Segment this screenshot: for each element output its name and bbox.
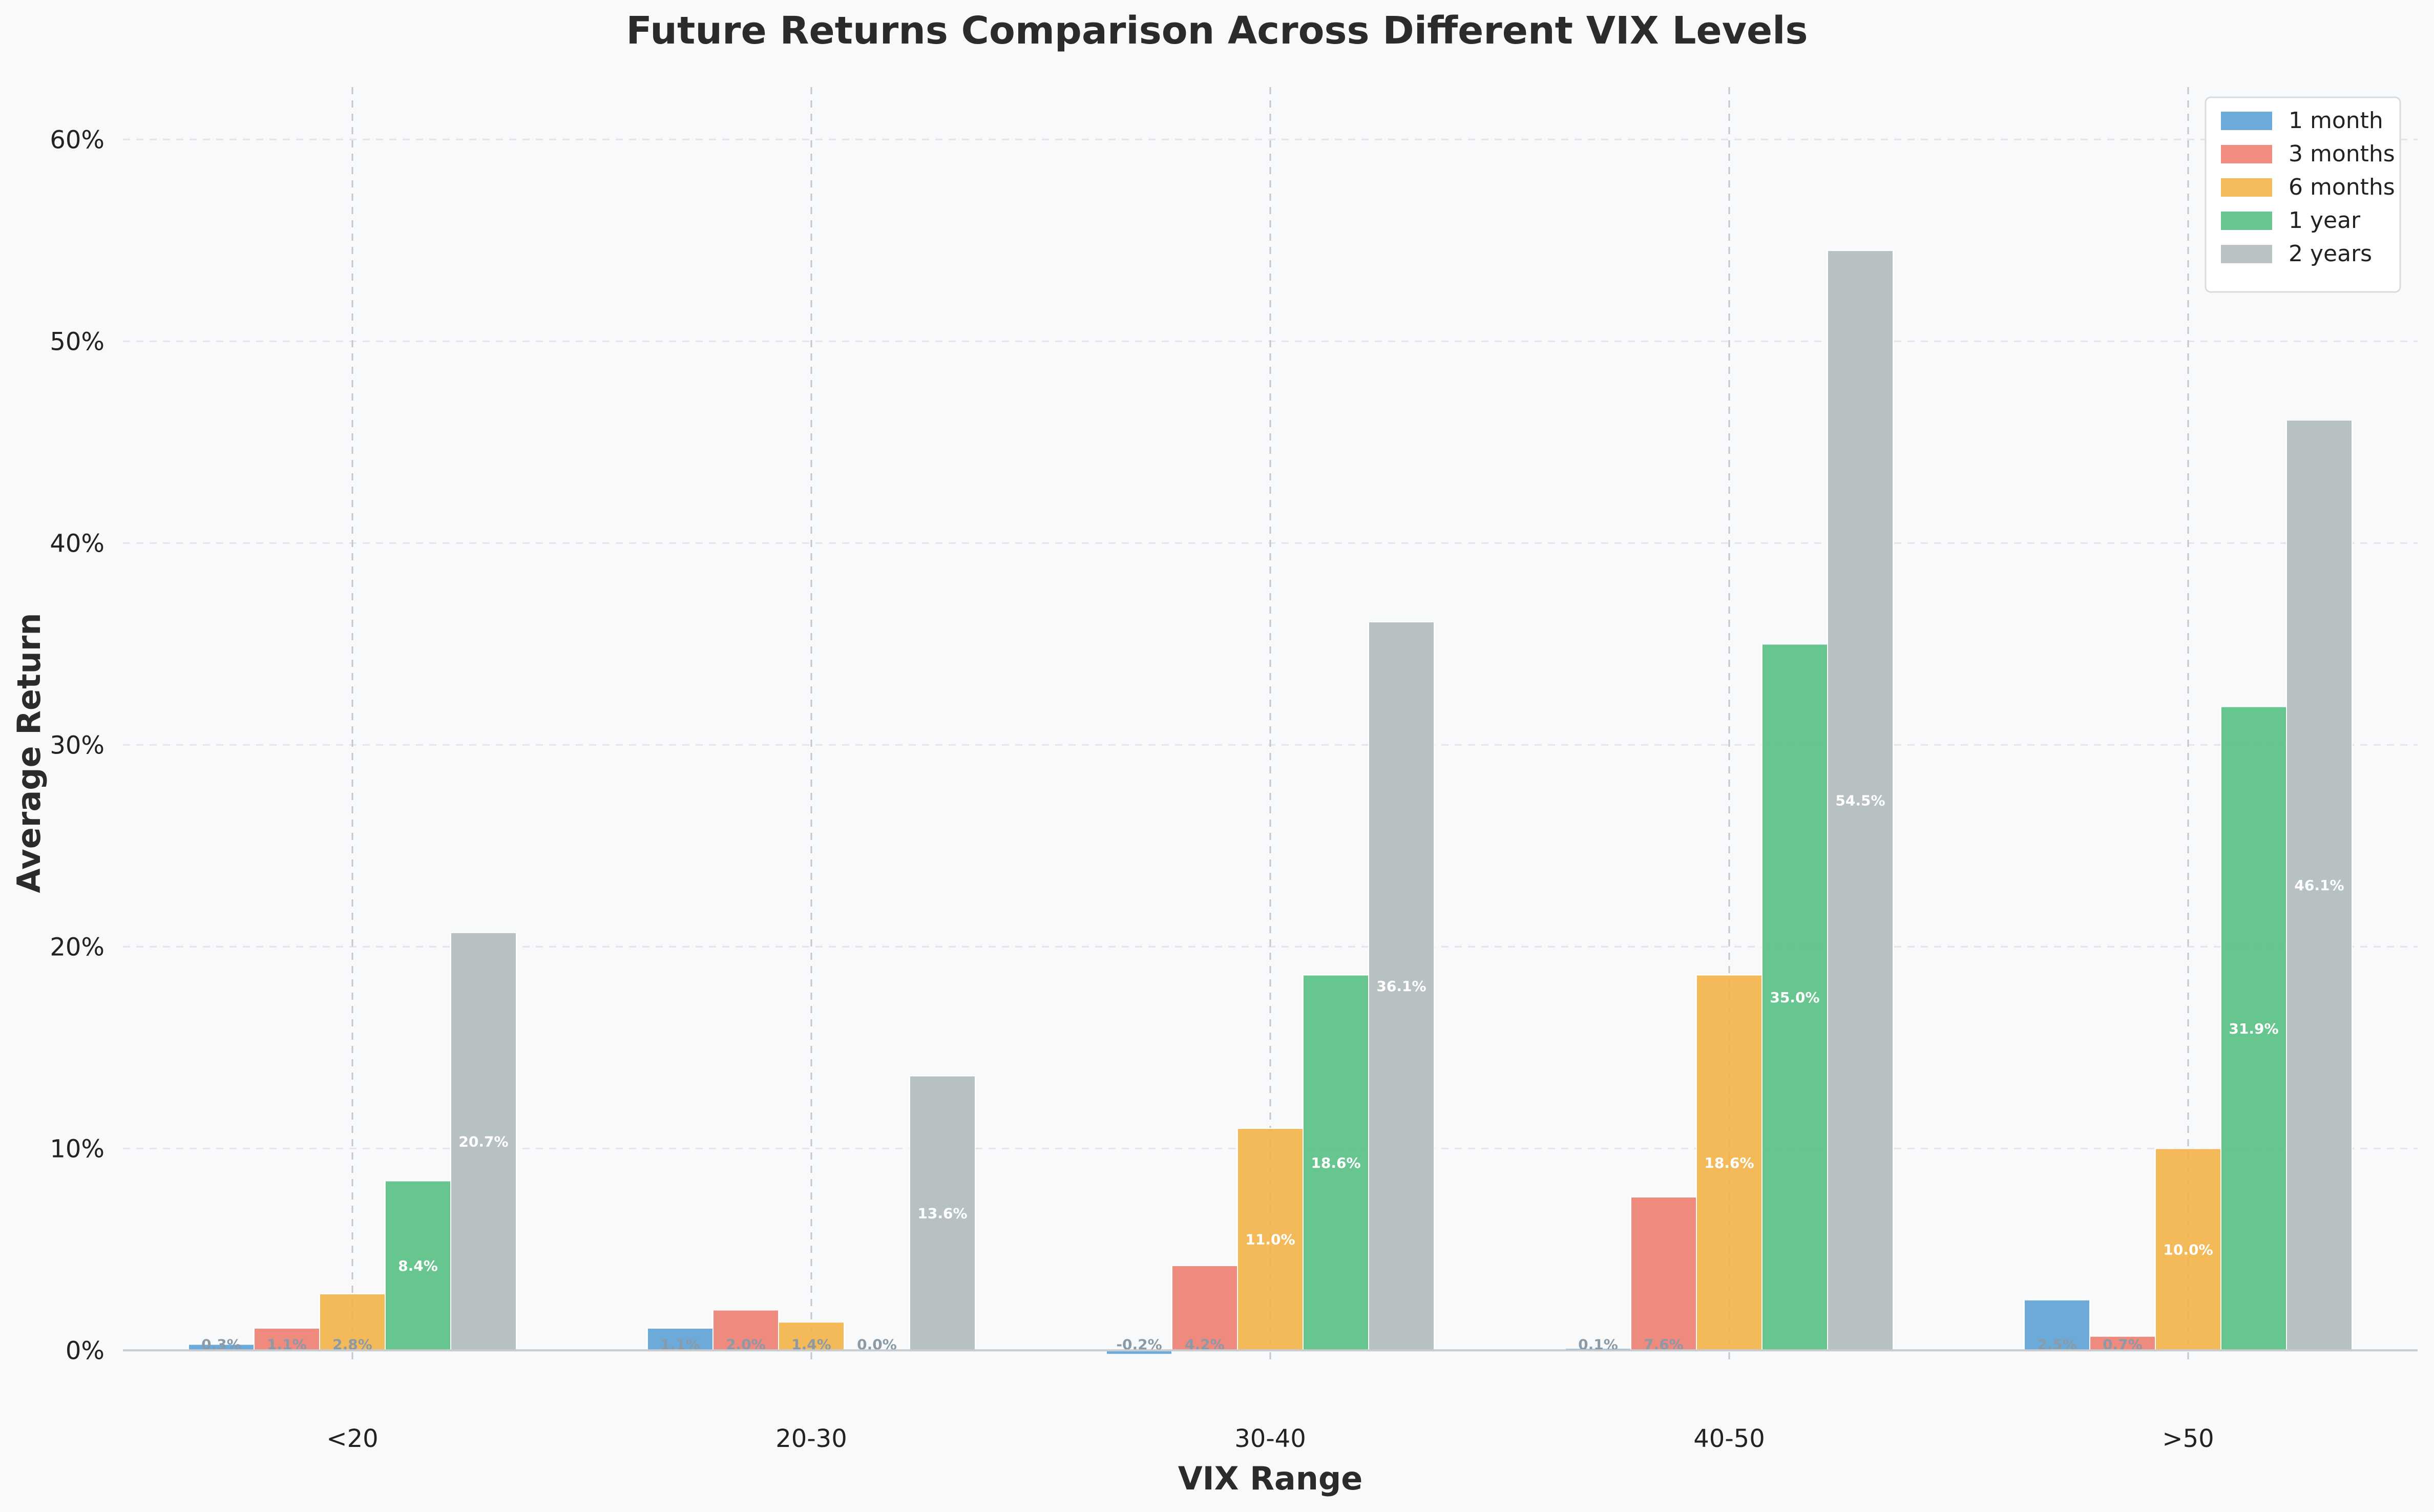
y-tick-label: 60% — [50, 125, 104, 154]
x-tick-label: 40-50 — [1693, 1424, 1765, 1453]
legend-swatch — [2221, 178, 2272, 197]
legend-swatch — [2221, 145, 2272, 163]
legend-label: 1 year — [2289, 207, 2361, 234]
data-label: 46.1% — [2294, 877, 2344, 894]
bar-2-years-3 — [1827, 250, 1894, 1351]
bar-3-months-2 — [1171, 1265, 1238, 1351]
legend-label: 6 months — [2289, 174, 2395, 200]
legend: 1 month 3 months 6 months 1 year 2 years — [2205, 96, 2401, 293]
legend-swatch — [2221, 245, 2272, 263]
data-label: 8.4% — [398, 1257, 438, 1274]
bar-2-years-0 — [450, 932, 517, 1351]
x-tick-label: <20 — [326, 1424, 378, 1453]
bar-6-months-4 — [2155, 1148, 2221, 1351]
data-label: 35.0% — [1770, 989, 1819, 1006]
bar-6-months-3 — [1696, 974, 1762, 1351]
bar-6-months-0 — [319, 1293, 386, 1351]
x-tick-label: 20-30 — [775, 1424, 847, 1453]
y-axis-title: Average Return — [10, 613, 48, 893]
chart-title: Future Returns Comparison Across Differe… — [626, 9, 1808, 53]
bar-6-months-2 — [1237, 1127, 1304, 1351]
legend-label: 2 years — [2289, 241, 2372, 267]
bar-1-year-0 — [385, 1180, 451, 1351]
y-tick-label: 20% — [50, 933, 104, 961]
axes: 0% 10% 20% 30% 40% 50% 60% <20 20-30 30-40 40-50 >5… — [50, 125, 2418, 1453]
bar-3-months-1 — [712, 1309, 779, 1351]
y-tick-label: 50% — [50, 327, 104, 356]
x-axis-title: VIX Range — [1178, 1460, 1363, 1497]
y-tick-label: 10% — [50, 1135, 104, 1163]
data-label: 18.6% — [1311, 1154, 1360, 1171]
bar-1-month-4 — [2024, 1299, 2090, 1351]
data-label: 18.6% — [1704, 1154, 1754, 1171]
data-label: 20.7% — [458, 1133, 508, 1150]
data-label: 11.0% — [1245, 1231, 1295, 1248]
data-label: 13.6% — [917, 1205, 967, 1222]
y-tick-label: 40% — [50, 529, 104, 558]
y-tick-label: 0% — [66, 1336, 104, 1365]
data-label: 31.9% — [2229, 1020, 2278, 1037]
bar-2-years-4 — [2286, 419, 2353, 1351]
bars — [188, 250, 2353, 1355]
data-label: 10.0% — [2163, 1241, 2213, 1258]
bar-1-year-2 — [1303, 974, 1369, 1351]
x-tick-label: >50 — [2162, 1424, 2214, 1453]
bar-1-year-4 — [2220, 706, 2287, 1351]
bar-1-year-3 — [1761, 643, 1828, 1351]
y-tick-label: 30% — [50, 731, 104, 760]
legend-label: 3 months — [2289, 141, 2395, 167]
bar-2-years-2 — [1368, 621, 1435, 1351]
bar-6-months-1 — [778, 1321, 845, 1351]
bar-3-months-4 — [2089, 1335, 2156, 1351]
legend-swatch — [2221, 212, 2272, 230]
bar-3-months-3 — [1630, 1196, 1697, 1351]
legend-label: 1 month — [2289, 108, 2383, 134]
data-label: 54.5% — [1835, 792, 1885, 809]
bar-2-years-1 — [909, 1075, 976, 1351]
x-tick-label: 30-40 — [1234, 1424, 1306, 1453]
legend-swatch — [2221, 112, 2272, 130]
data-label: 36.1% — [1376, 978, 1426, 995]
